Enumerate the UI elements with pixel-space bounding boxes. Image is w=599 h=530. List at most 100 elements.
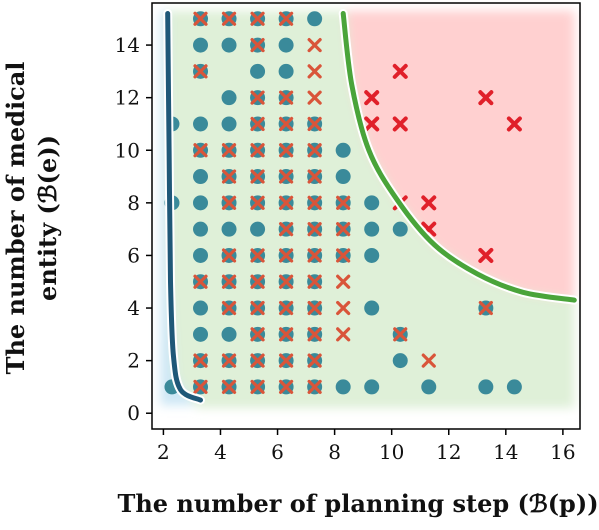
data-point-cross bbox=[193, 11, 208, 26]
data-point-cross bbox=[279, 379, 294, 395]
data-point-circle bbox=[364, 221, 380, 237]
x-tick-label: 8 bbox=[328, 440, 341, 464]
data-point-cross bbox=[193, 379, 208, 395]
data-point-circle bbox=[278, 63, 294, 79]
data-point-circle bbox=[193, 169, 209, 185]
x-tick-label: 4 bbox=[214, 440, 227, 464]
data-point-circle bbox=[193, 221, 209, 237]
data-point-cross bbox=[279, 300, 294, 316]
data-point-cross bbox=[307, 90, 322, 105]
data-point-cross bbox=[279, 274, 294, 289]
plot-frame bbox=[151, 2, 581, 430]
data-point-cross bbox=[250, 327, 265, 342]
data-point-circle bbox=[478, 379, 494, 395]
data-point-cross bbox=[421, 195, 437, 211]
boundary-curves bbox=[163, 9, 579, 405]
data-point-cross bbox=[336, 248, 351, 263]
data-point-circle bbox=[278, 37, 294, 53]
data-point-cross bbox=[279, 195, 294, 210]
data-point-cross bbox=[393, 327, 408, 342]
data-point-cross bbox=[307, 195, 322, 210]
y-tick-label: 14 bbox=[115, 33, 140, 57]
plot-frame-rect bbox=[151, 2, 581, 430]
data-point-circle bbox=[364, 195, 380, 211]
data-point-cross bbox=[250, 169, 265, 184]
data-point-cross bbox=[307, 37, 322, 53]
data-point-cross bbox=[250, 143, 265, 158]
data-point-cross bbox=[193, 143, 208, 158]
data-point-cross bbox=[279, 327, 294, 342]
data-point-circle bbox=[392, 221, 408, 237]
y-tick-label: 2 bbox=[127, 349, 140, 373]
data-point-cross bbox=[392, 116, 408, 132]
data-point-cross bbox=[221, 300, 237, 316]
data-point-cross bbox=[250, 248, 265, 263]
x-axis: 2 4 6 8 10 12 14 16 bbox=[157, 429, 576, 464]
region-red bbox=[346, 10, 575, 301]
green-boundary-curve bbox=[340, 11, 577, 303]
data-point-cross bbox=[307, 274, 322, 289]
data-point-cross bbox=[250, 353, 265, 368]
data-point-circle bbox=[193, 247, 209, 263]
y-axis-label: The number of medical entity (ℬ(e)) bbox=[1, 62, 62, 375]
data-point-cross bbox=[336, 222, 351, 237]
data-point-circle bbox=[335, 169, 351, 185]
data-point-circle bbox=[193, 326, 209, 342]
data-point-cross bbox=[336, 195, 351, 210]
data-point-cross bbox=[221, 353, 237, 368]
x-tick-label: 16 bbox=[550, 440, 575, 464]
data-point-circle bbox=[421, 379, 437, 395]
data-point-cross bbox=[392, 63, 408, 79]
y-axis-label-line-1: The number of medical bbox=[1, 62, 30, 375]
data-point-cross bbox=[279, 11, 294, 26]
x-tick-label: 2 bbox=[157, 440, 170, 464]
data-point-cross bbox=[221, 143, 237, 158]
data-point-cross bbox=[307, 327, 322, 342]
data-point-cross bbox=[307, 116, 322, 132]
data-point-circle bbox=[221, 90, 237, 106]
data-point-circle bbox=[221, 221, 237, 237]
data-point-circle bbox=[193, 37, 209, 53]
data-point-cross bbox=[336, 274, 351, 289]
marker-layer bbox=[164, 11, 522, 395]
data-point-circle bbox=[193, 195, 209, 211]
data-point-circle bbox=[335, 379, 351, 395]
data-point-cross bbox=[307, 64, 322, 79]
y-tick-label: 0 bbox=[127, 401, 140, 425]
data-point-circle bbox=[250, 221, 266, 237]
data-point-cross bbox=[506, 116, 522, 132]
y-axis-label-line-2: entity (ℬ(e)) bbox=[33, 135, 62, 301]
y-tick-label: 8 bbox=[127, 191, 140, 215]
y-axis: 0 2 4 6 8 10 12 14 bbox=[115, 33, 152, 425]
data-point-cross bbox=[279, 143, 294, 158]
x-tick-label: 12 bbox=[436, 440, 461, 464]
y-tick-label: 6 bbox=[127, 243, 140, 267]
data-point-cross bbox=[250, 90, 265, 105]
data-point-cross bbox=[307, 222, 322, 237]
data-point-cross bbox=[221, 379, 237, 395]
data-point-cross bbox=[336, 300, 351, 316]
data-point-cross bbox=[364, 90, 380, 106]
data-point-cross bbox=[364, 116, 380, 132]
blue-boundary-curve bbox=[165, 11, 203, 403]
data-point-cross bbox=[193, 353, 208, 368]
x-tick-label: 10 bbox=[379, 440, 404, 464]
y-tick-label: 10 bbox=[115, 138, 140, 162]
data-point-cross bbox=[279, 222, 294, 237]
data-point-cross bbox=[279, 90, 294, 105]
data-point-cross bbox=[478, 90, 494, 106]
data-point-circle bbox=[364, 247, 380, 263]
data-point-circle bbox=[392, 353, 408, 369]
data-point-cross bbox=[221, 11, 237, 26]
data-point-cross bbox=[478, 247, 494, 263]
data-point-cross bbox=[336, 327, 351, 342]
data-point-cross bbox=[279, 353, 294, 368]
data-point-cross bbox=[250, 11, 265, 26]
data-point-cross bbox=[250, 274, 265, 289]
data-point-cross bbox=[221, 195, 237, 210]
data-point-circle bbox=[193, 116, 209, 132]
data-point-cross bbox=[421, 353, 436, 368]
data-point-cross bbox=[193, 274, 208, 289]
data-point-circle bbox=[506, 379, 522, 395]
data-point-circle bbox=[364, 300, 380, 316]
